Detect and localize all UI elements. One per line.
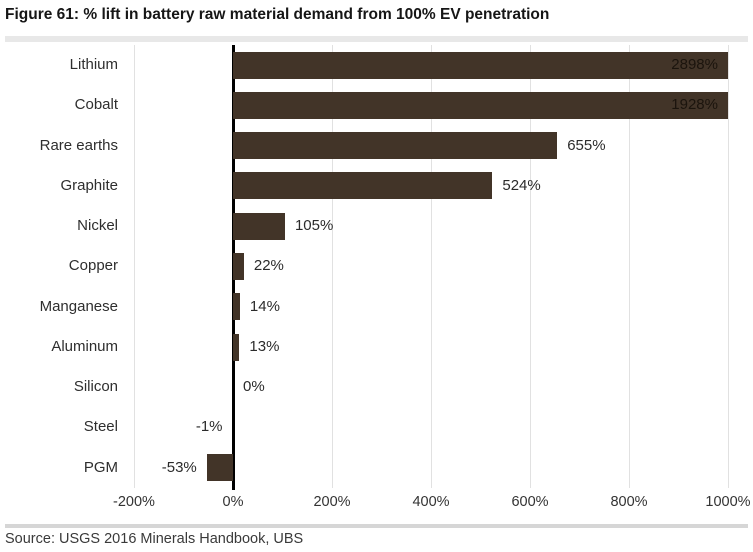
gridline: [133, 45, 135, 488]
gridline: [628, 45, 630, 488]
category-label: PGM: [83, 458, 118, 476]
gridline: [331, 45, 333, 488]
gridline: [529, 45, 531, 488]
category-label: Lithium: [69, 56, 118, 73]
value-label: 105%: [294, 217, 334, 235]
x-tick-label: 200%: [313, 494, 351, 510]
category-label: Silicon: [73, 378, 118, 396]
value-label: -1%: [195, 418, 223, 436]
value-label: 22%: [253, 257, 284, 275]
bar-graphite: [233, 172, 493, 200]
x-tick-label: 0%: [222, 494, 244, 510]
value-label: 14%: [249, 297, 280, 315]
x-tick-label: 1000%: [705, 494, 751, 510]
top-divider: [5, 36, 748, 42]
category-label: Copper: [68, 257, 118, 275]
gridline: [430, 45, 432, 488]
value-label: 2898%: [671, 56, 718, 73]
plot-area: Lithium 2898% Cobalt 1928% Rare earths 655% Gr…: [0, 45, 753, 490]
bar-pgm: [206, 454, 233, 482]
bar-manganese: [233, 293, 240, 321]
x-axis-labels: -200% 0% 200% 400% 600% 800% 1000%: [0, 494, 753, 516]
value-label: -53%: [161, 458, 197, 476]
bottom-divider: [5, 524, 748, 528]
bar-lithium: [233, 51, 728, 79]
category-label: Steel: [83, 418, 118, 436]
value-label: 1928%: [671, 96, 718, 114]
value-label: 0%: [243, 378, 265, 396]
category-label: Manganese: [39, 297, 118, 315]
value-label: 655%: [567, 136, 606, 154]
x-tick-label: 600%: [511, 494, 549, 510]
category-label: Nickel: [77, 217, 118, 235]
x-tick-label: 800%: [610, 494, 648, 510]
chart-title: Figure 61: % lift in battery raw materia…: [5, 6, 550, 23]
value-label: 524%: [502, 176, 541, 194]
category-label: Graphite: [60, 176, 118, 194]
x-tick-label: -200%: [113, 494, 155, 510]
x-tick-label: 400%: [412, 494, 450, 510]
category-label: Cobalt: [74, 96, 118, 114]
bar-aluminum: [233, 333, 240, 361]
source-note: Source: USGS 2016 Minerals Handbook, UBS: [5, 531, 304, 547]
bar-rare-earths: [233, 132, 558, 160]
category-label: Aluminum: [51, 337, 118, 355]
value-label: 13%: [249, 337, 280, 355]
category-label: Rare earths: [39, 136, 118, 154]
bar-copper: [233, 253, 244, 280]
bar-nickel: [233, 212, 285, 240]
bar-cobalt: [233, 91, 728, 119]
gridline: [727, 45, 729, 488]
